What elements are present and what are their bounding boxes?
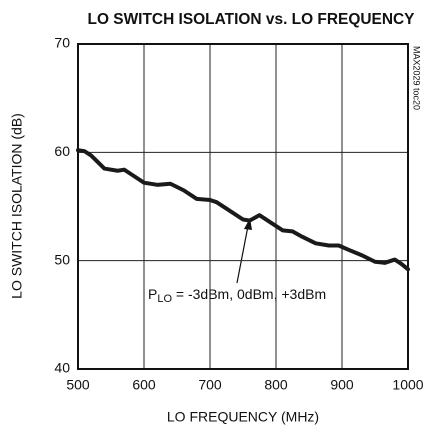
annotation-rest: = -3dBm, 0dBm, +3dBm — [172, 286, 326, 302]
x-tick-label: 1000 — [392, 377, 423, 393]
y-tick-label: 60 — [54, 143, 70, 159]
data-line — [76, 148, 410, 272]
x-axis-label: LO FREQUENCY (MHz) — [167, 409, 319, 425]
plot-frame — [77, 43, 409, 370]
x-tick-label: 600 — [132, 377, 156, 393]
chart-title: LO SWITCH ISOLATION vs. LO FREQUENCY — [88, 11, 415, 28]
x-tick-label: 700 — [198, 377, 222, 393]
annotation-subscript: LO — [157, 293, 172, 305]
y-tick-label: 70 — [54, 35, 70, 51]
x-tick-label: 900 — [330, 377, 354, 393]
y-tick-label: 40 — [54, 360, 70, 376]
x-tick-label: 500 — [66, 377, 90, 393]
annotation-text: P — [148, 286, 157, 302]
y-axis-label: LO SWITCH ISOLATION (dB) — [9, 113, 25, 299]
y-tick-label: 50 — [54, 251, 70, 267]
annotation-arrow — [236, 225, 249, 284]
side-label: MAX2029 toc20 — [412, 46, 422, 110]
x-tick-label: 800 — [264, 377, 288, 393]
annotation: PLO = -3dBm, 0dBm, +3dBm — [148, 286, 326, 305]
